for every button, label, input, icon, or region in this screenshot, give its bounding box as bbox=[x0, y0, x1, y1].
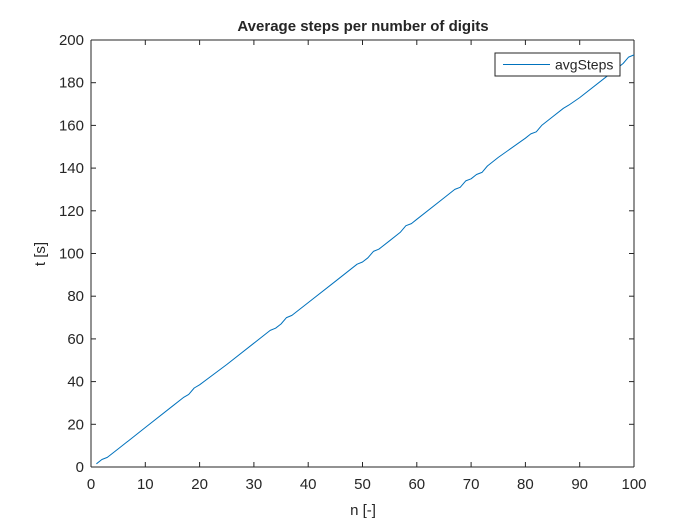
y-tick-label: 20 bbox=[67, 416, 84, 433]
x-tick-label: 50 bbox=[354, 476, 371, 493]
x-tick-label: 90 bbox=[571, 476, 588, 493]
y-axis-label: t [s] bbox=[32, 242, 49, 266]
x-tick-label: 80 bbox=[517, 476, 534, 493]
x-tick-label: 10 bbox=[137, 476, 154, 493]
series-line-avgSteps bbox=[96, 54, 635, 465]
x-axis-label: n [-] bbox=[350, 502, 376, 519]
chart-title: Average steps per number of digits bbox=[237, 18, 488, 35]
x-tick-label: 30 bbox=[246, 476, 263, 493]
plot-area bbox=[91, 40, 634, 467]
y-tick-label: 100 bbox=[59, 246, 84, 263]
legend: avgSteps bbox=[494, 52, 621, 77]
x-tick-label: 70 bbox=[463, 476, 480, 493]
y-tick-label: 120 bbox=[59, 203, 84, 220]
y-tick-label: 140 bbox=[59, 160, 84, 177]
x-tick-label: 100 bbox=[621, 476, 646, 493]
y-tick-label: 60 bbox=[67, 331, 84, 348]
series-layer bbox=[96, 54, 635, 465]
y-tick-label: 200 bbox=[59, 32, 84, 49]
y-tick-label: 180 bbox=[59, 75, 84, 92]
x-tick-label: 0 bbox=[87, 476, 95, 493]
x-tick-label: 60 bbox=[408, 476, 425, 493]
y-axis: 0 20 40 60 80 100 120 140 160 180 200 bbox=[59, 32, 635, 476]
y-tick-label: 0 bbox=[76, 459, 84, 476]
x-axis: 0 10 20 30 40 50 60 70 80 90 100 bbox=[87, 39, 647, 493]
legend-box bbox=[494, 52, 621, 77]
y-tick-label: 160 bbox=[59, 117, 84, 134]
y-tick-label: 80 bbox=[67, 288, 84, 305]
x-tick-label: 40 bbox=[300, 476, 317, 493]
x-tick-label: 20 bbox=[191, 476, 208, 493]
y-tick-label: 40 bbox=[67, 374, 84, 391]
legend-label: avgSteps bbox=[555, 57, 613, 73]
